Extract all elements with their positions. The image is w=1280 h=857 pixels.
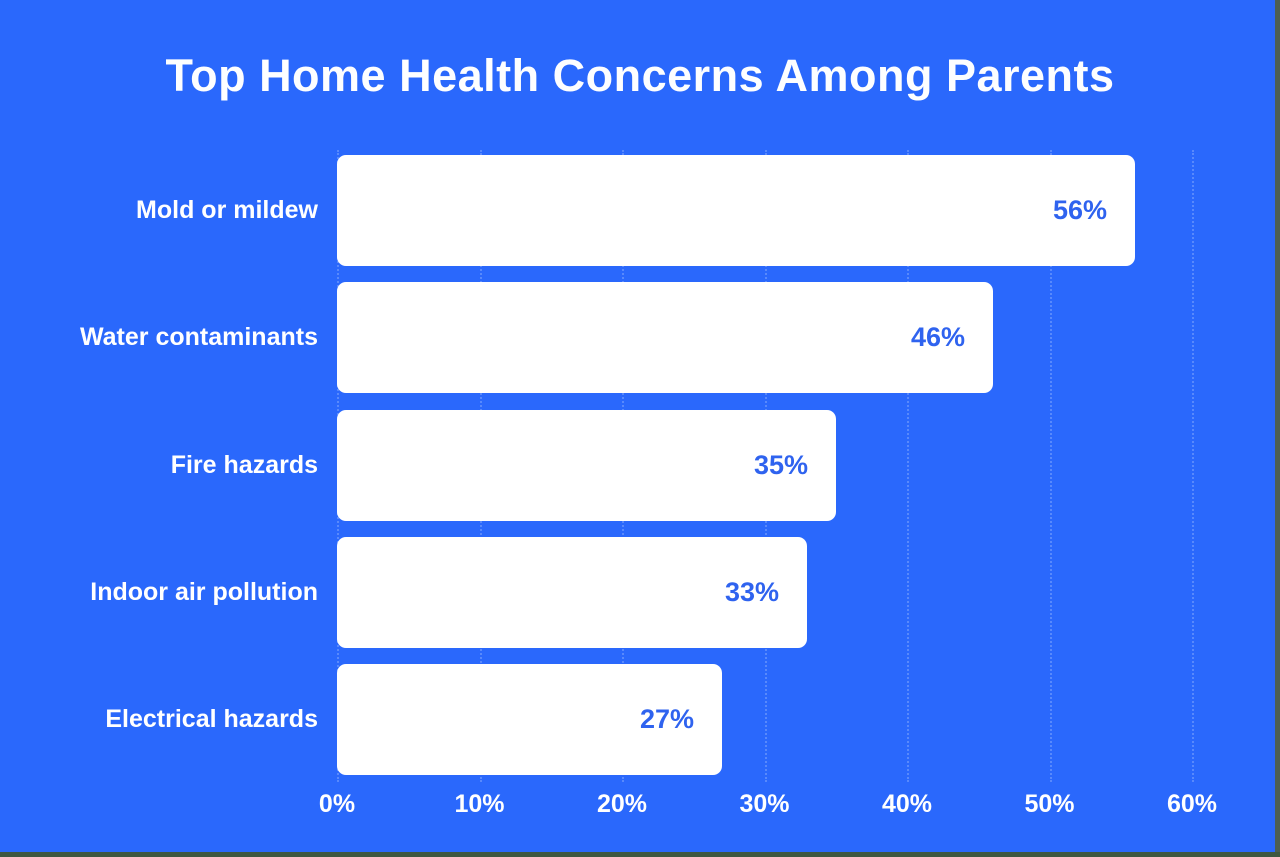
x-axis-tick-label: 60%: [1166, 790, 1218, 818]
chart-title: Top Home Health Concerns Among Parents: [165, 50, 1115, 101]
category-label: Fire hazards: [170, 451, 318, 479]
category-label: Water contaminants: [79, 323, 318, 351]
category-label: Mold or mildew: [136, 196, 318, 224]
bar-row: Mold or mildew 56%: [0, 155, 1280, 266]
bar-row: Indoor air pollution 33%: [0, 537, 1280, 648]
bar-row: Fire hazards 35%: [0, 410, 1280, 521]
bar: 35%: [337, 410, 836, 521]
bar: 46%: [337, 282, 993, 393]
bar-row: Electrical hazards 27%: [0, 664, 1280, 775]
bar: 33%: [337, 537, 807, 648]
x-axis-tick-label: 40%: [881, 790, 933, 818]
gridline-50: [1049, 150, 1052, 782]
x-axis-tick-label: 30%: [739, 790, 790, 818]
x-axis-tick-label: 10%: [454, 790, 505, 818]
gridline-40: [907, 150, 909, 782]
bar-row: Water contaminants 46%: [0, 282, 1280, 393]
category-label: Indoor air pollution: [90, 578, 318, 606]
bar: 27%: [337, 664, 722, 775]
bar: 56%: [337, 155, 1135, 266]
gridline-60: [1192, 150, 1194, 782]
bar-value-label: 33%: [724, 577, 779, 607]
x-axis-tick-label: 20%: [596, 790, 648, 818]
x-axis-tick-label: 0%: [318, 790, 356, 818]
category-label: Electrical hazards: [105, 705, 318, 733]
x-axis: 0% 10% 20% 30% 40% 50% 60%: [0, 789, 1280, 819]
bar-value-label: 46%: [910, 322, 965, 352]
bar-value-label: 35%: [753, 450, 808, 480]
screenshot-edge-bottom: [0, 852, 1280, 857]
bar-value-label: 27%: [639, 704, 694, 734]
screenshot-edge-right: [1275, 0, 1280, 857]
x-axis-tick-label: 50%: [1024, 790, 1075, 818]
bar-value-label: 56%: [1052, 195, 1107, 225]
